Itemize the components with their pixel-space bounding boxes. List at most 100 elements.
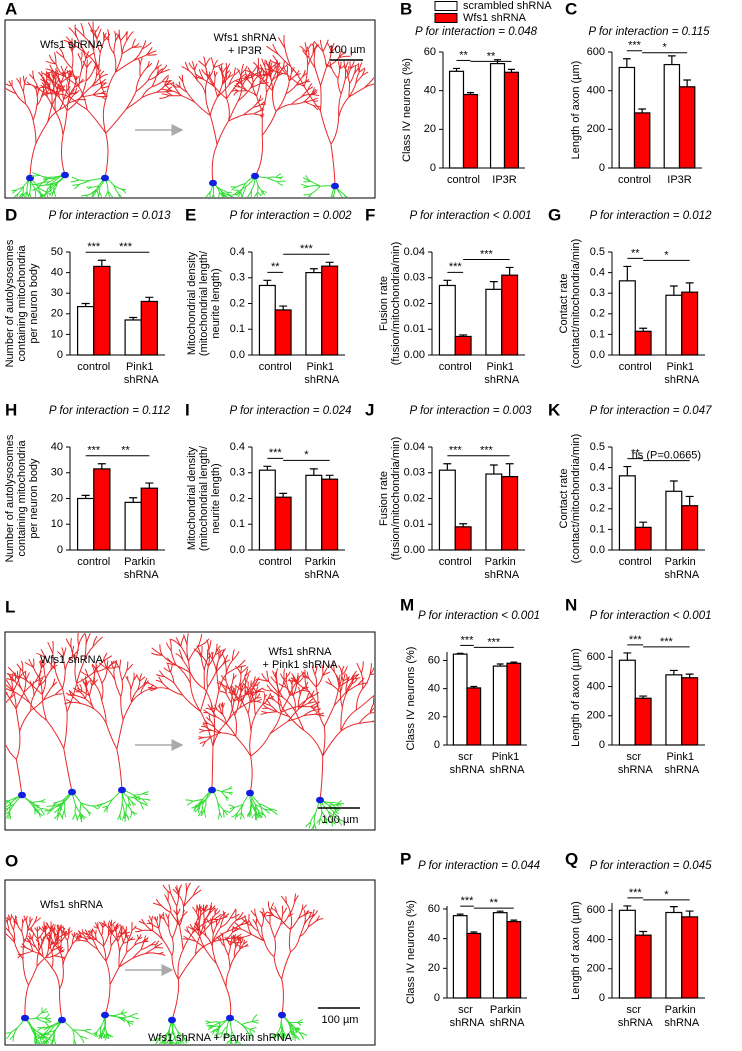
axon-tree [6, 75, 86, 179]
y-tick-label: 0.04 [404, 246, 425, 258]
bar [305, 272, 323, 356]
significance-label: *** [449, 261, 463, 273]
bar [274, 496, 292, 551]
y-tick-label: 0 [599, 162, 605, 174]
neuron-drawing [6, 882, 324, 1044]
panel-letter: I [185, 400, 190, 419]
y-axis-label: Fusion rate [378, 471, 390, 526]
image-label: Wfs1 shRNA [40, 899, 104, 911]
error-bar [129, 497, 138, 503]
error-bar [145, 482, 154, 489]
chart-title: P for interaction < 0.001 [590, 610, 712, 622]
bar [634, 526, 652, 551]
soma [26, 174, 34, 182]
bar [681, 505, 699, 551]
error-bar [279, 305, 288, 310]
axon-tree [134, 882, 249, 1021]
y-tick-label: 60 [428, 903, 440, 915]
y-tick-label: 200 [587, 123, 605, 135]
error-bar [456, 652, 464, 655]
soma [118, 786, 126, 794]
y-tick-label: 200 [587, 710, 605, 722]
bar [140, 487, 158, 551]
bar [492, 912, 508, 999]
axon-tree [233, 893, 324, 1016]
y-tick-label: 20 [428, 962, 440, 974]
significance-label: *** [300, 243, 314, 255]
bar [140, 300, 158, 356]
error-bar [459, 334, 468, 337]
y-axis-label: Number of autolysosomes [4, 239, 16, 367]
bar [76, 305, 95, 356]
panel-letter: Q [565, 849, 578, 868]
y-tick-label: 30 [51, 467, 63, 479]
error-bar [443, 463, 452, 471]
bar [452, 653, 468, 746]
x-tick-label: scr shRNA [450, 1004, 486, 1029]
y-tick-label: 0.5 [590, 441, 605, 453]
bar [452, 915, 468, 999]
bar [506, 662, 522, 746]
bar [305, 474, 323, 551]
y-tick-label: 0 [599, 739, 605, 751]
dendrite-tree [91, 1009, 139, 1041]
panel-letter: F [365, 205, 375, 224]
soma [208, 786, 216, 794]
y-tick-label: 0.00 [404, 544, 425, 556]
panel-letter: E [185, 205, 196, 224]
y-tick-label: 20 [51, 492, 63, 504]
axon-tree [6, 633, 119, 793]
y-tick-label: 0.00 [404, 349, 425, 361]
x-tick-label: control [439, 556, 472, 568]
y-tick-label: 20 [428, 711, 440, 723]
x-tick-label: control [618, 174, 651, 186]
bar [665, 911, 683, 999]
panel-letter: P [400, 849, 411, 868]
chart-title: P for interaction < 0.001 [418, 610, 540, 622]
error-bar [685, 495, 694, 506]
chart-title: P for interaction = 0.044 [418, 860, 540, 872]
x-tick-label: Pink1 shRNA [490, 751, 526, 776]
error-bar [623, 265, 632, 281]
x-tick-label: Pink1 shRNA [664, 751, 700, 776]
y-tick-label: 0.4 [230, 246, 245, 258]
error-bar [639, 930, 648, 936]
error-bar [669, 480, 678, 492]
y-tick-label: 0.4 [230, 441, 245, 453]
y-tick-label: 40 [51, 441, 63, 453]
image-label: Wfs1 shRNA [40, 39, 104, 51]
bar [466, 687, 482, 746]
panel-letter: A [5, 0, 17, 18]
bar [501, 274, 519, 356]
significance-label: *** [461, 634, 475, 646]
bar [634, 330, 652, 356]
error-bar [81, 494, 90, 499]
neuron-drawing [6, 633, 374, 829]
error-bar [623, 465, 632, 476]
bar [634, 934, 652, 999]
legend-swatch [434, 1, 458, 11]
chart-title: P for interaction = 0.012 [590, 210, 713, 222]
bar [492, 665, 508, 746]
y-tick-label: 0.1 [590, 523, 605, 535]
error-bar [489, 281, 498, 290]
y-axis-label: Mitochondrial density [186, 446, 198, 550]
bar [618, 66, 636, 169]
y-tick-label: 20 [424, 123, 436, 135]
y-tick-label: 0.3 [230, 467, 245, 479]
x-tick-label: IP3R [667, 174, 692, 186]
y-axis-label: (contact/mitochondria/min) [570, 434, 582, 564]
image-label: + IP3R [228, 45, 262, 57]
bar [93, 265, 111, 356]
x-tick-label: Pink1 shRNA [664, 361, 700, 386]
y-axis-label: Length of axon (µm) [570, 61, 582, 160]
bar [438, 469, 456, 551]
bar [93, 468, 111, 551]
bar [678, 86, 696, 169]
axon-tree [41, 21, 174, 179]
soma [18, 791, 26, 799]
dendrite-tree [304, 799, 346, 829]
x-tick-label: Parkin shRNA [490, 1004, 526, 1029]
axon-tree [17, 921, 82, 1021]
